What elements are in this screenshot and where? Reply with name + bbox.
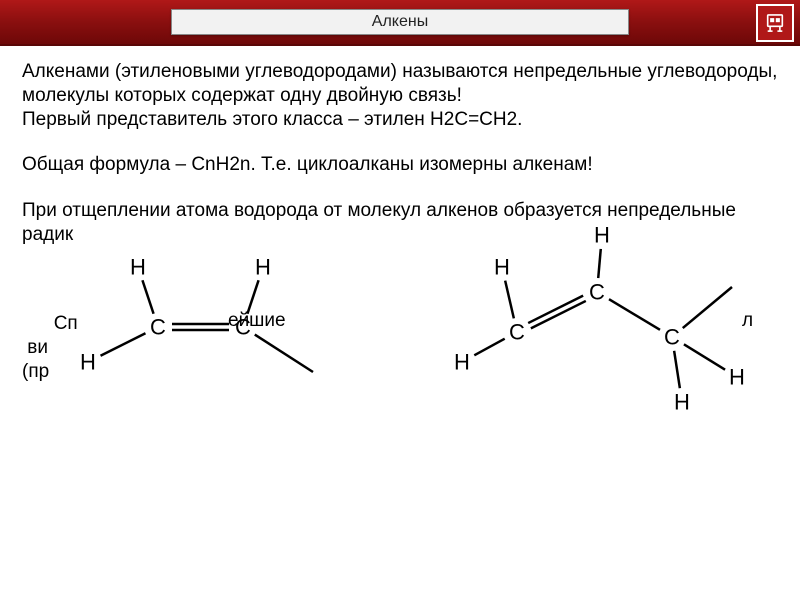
svg-text:H: H: [674, 389, 690, 414]
diagram-area: Сп ви (пр ейшие л HHCCH HCHCHCHH: [22, 237, 778, 447]
molecule-allyl: H C H C H C H H: [442, 227, 782, 437]
slide-title: Алкены: [171, 9, 629, 35]
svg-text:C: C: [150, 314, 166, 339]
paragraph-1: Алкенами (этиленовыми углеводородами) на…: [22, 60, 778, 131]
svg-text:C: C: [664, 324, 680, 349]
svg-text:H: H: [80, 349, 96, 374]
svg-text:C: C: [509, 319, 525, 344]
svg-text:H: H: [729, 364, 745, 389]
svg-text:H: H: [130, 254, 146, 279]
molecule-vinyl: H H C C H: [58, 247, 338, 427]
svg-text:H: H: [255, 254, 271, 279]
svg-text:H: H: [454, 349, 470, 374]
svg-text:H: H: [594, 227, 610, 248]
header-bar: Алкены: [0, 0, 800, 46]
svg-text:H: H: [494, 254, 510, 279]
svg-text:C: C: [589, 279, 605, 304]
paragraph-2: Общая формула – CnH2n. Т.е. циклоалканы …: [22, 153, 778, 177]
slide-content: Алкенами (этиленовыми углеводородами) на…: [0, 46, 800, 447]
svg-text:C: C: [235, 314, 251, 339]
pixel-mascot-icon: [756, 4, 794, 42]
